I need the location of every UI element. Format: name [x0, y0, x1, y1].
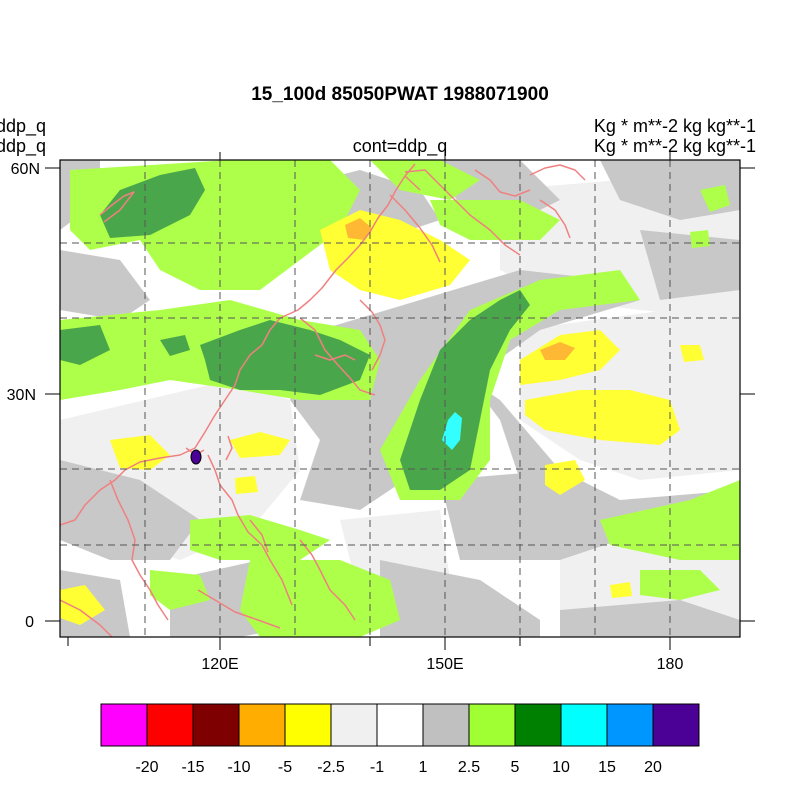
left-variable-label-1: ddp_q: [0, 116, 47, 136]
units-label-1: Kg * m**-2 kg kg**-1: [593, 116, 756, 136]
colorbar-label: -5: [278, 759, 292, 776]
colorbar-label: 2.5: [458, 759, 480, 776]
lon-tick-150e: 150E: [426, 656, 463, 673]
colorbar-swatch: [192, 703, 240, 747]
colorbar-swatch: [468, 703, 516, 747]
colorbar-label: 15: [598, 759, 616, 776]
shaded-field: [60, 160, 740, 637]
colorbar-swatch: [284, 703, 332, 747]
storm-marker-icon: [190, 449, 202, 465]
colorbar: -20 -15 -10 -5 -2.5 -1 1 2.5 5 10 15 20: [100, 703, 700, 776]
colorbar-label: 20: [644, 759, 662, 776]
lat-tick-30n: 30N: [7, 387, 36, 404]
colorbar-swatch: [422, 703, 470, 747]
map-frame: [59, 159, 741, 638]
colorbar-swatch: [606, 703, 654, 747]
colorbar-label: -20: [135, 759, 158, 776]
lon-tick-180: 180: [657, 656, 684, 673]
colorbar-swatch: [146, 703, 194, 747]
colorbar-label: -15: [181, 759, 204, 776]
axis-ticks: [45, 152, 755, 650]
colorbar-swatch: [652, 703, 700, 747]
colorbar-label: 1: [419, 759, 428, 776]
colorbar-label: 5: [511, 759, 520, 776]
colorbar-swatch: [100, 703, 148, 747]
dark-green-regions: [60, 168, 530, 490]
orange-regions: [345, 218, 575, 360]
contour-label: cont=ddp_q: [352, 136, 448, 156]
left-variable-label-2: ddp_q: [0, 136, 47, 156]
graticule: [60, 160, 740, 637]
colorbar-label: -10: [227, 759, 250, 776]
lat-tick-0: 0: [25, 614, 34, 631]
lat-tick-60n: 60N: [11, 161, 40, 178]
colorbar-swatch: [560, 703, 608, 747]
plot-title: 15_100d 85050PWAT 1988071900: [251, 84, 549, 105]
lon-tick-120e: 120E: [201, 656, 238, 673]
colorbar-swatch: [238, 703, 286, 747]
colorbar-label: -2.5: [317, 759, 345, 776]
colorbar-swatch: [514, 703, 562, 747]
colorbar-label: -1: [370, 759, 384, 776]
units-label-2: Kg * m**-2 kg kg**-1: [593, 136, 756, 156]
cyan-region: [442, 412, 462, 450]
colorbar-label: 10: [552, 759, 570, 776]
colorbar-swatch: [376, 703, 424, 747]
colorbar-swatch: [330, 703, 378, 747]
